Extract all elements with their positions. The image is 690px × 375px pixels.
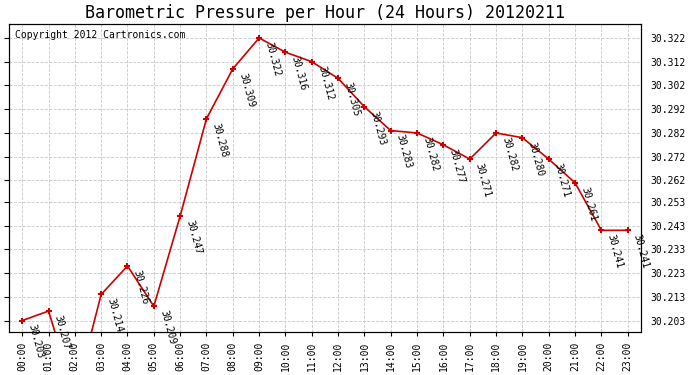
Text: 30.322: 30.322 xyxy=(264,41,282,77)
Text: 30.316: 30.316 xyxy=(290,55,308,92)
Text: 30.241: 30.241 xyxy=(632,233,651,270)
Text: 30.226: 30.226 xyxy=(132,269,150,305)
Text: 30.312: 30.312 xyxy=(316,64,335,101)
Text: 30.241: 30.241 xyxy=(606,233,624,270)
Text: 30.247: 30.247 xyxy=(184,219,203,255)
Text: 30.209: 30.209 xyxy=(158,309,177,346)
Title: Barometric Pressure per Hour (24 Hours) 20120211: Barometric Pressure per Hour (24 Hours) … xyxy=(85,4,565,22)
Text: 30.309: 30.309 xyxy=(237,72,256,108)
Text: 30.283: 30.283 xyxy=(395,134,414,170)
Text: 30.280: 30.280 xyxy=(526,141,545,177)
Text: 30.207: 30.207 xyxy=(52,314,72,351)
Text: 30.203: 30.203 xyxy=(26,323,45,360)
Text: 30.305: 30.305 xyxy=(342,81,361,118)
Text: 30.282: 30.282 xyxy=(422,136,440,172)
Text: Copyright 2012 Cartronics.com: Copyright 2012 Cartronics.com xyxy=(15,30,186,40)
Text: 30.271: 30.271 xyxy=(474,162,493,198)
Text: 30.282: 30.282 xyxy=(500,136,519,172)
Text: 30.271: 30.271 xyxy=(553,162,572,198)
Text: 30.171: 30.171 xyxy=(0,374,1,375)
Text: 30.277: 30.277 xyxy=(448,148,466,184)
Text: 30.261: 30.261 xyxy=(579,186,598,222)
Text: 30.293: 30.293 xyxy=(368,110,387,146)
Text: 30.214: 30.214 xyxy=(106,297,124,334)
Text: 30.288: 30.288 xyxy=(210,122,229,158)
